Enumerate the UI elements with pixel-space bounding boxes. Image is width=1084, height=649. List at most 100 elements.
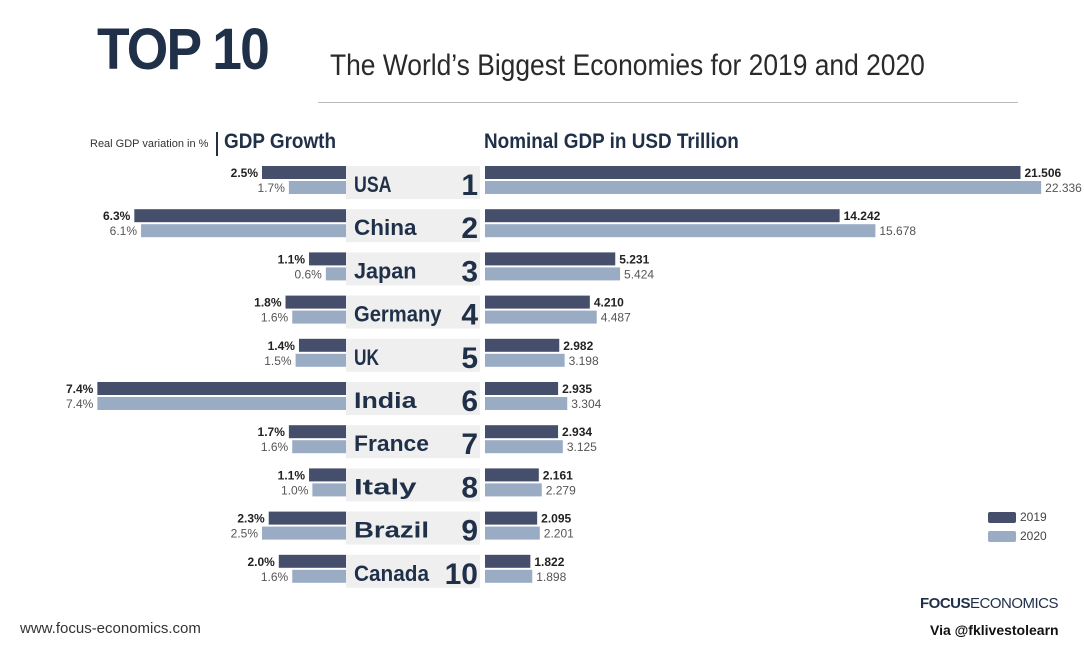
legend-label-2020: 2020 (1020, 529, 1047, 543)
growth-title: GDP Growth (224, 130, 337, 153)
growth-label-2020: 1.6% (261, 570, 289, 584)
gdp-bar-2020 (485, 440, 563, 454)
gdp-bar-2019 (485, 425, 559, 439)
gdp-label-2020: 2.279 (546, 483, 576, 497)
gdp-bar-2020 (485, 526, 540, 540)
gdp-label-2019: 2.934 (562, 425, 592, 439)
gdp-bar-2019 (485, 554, 531, 568)
row-band-1 (346, 166, 480, 199)
growth-label-2020: 7.4% (66, 397, 94, 411)
row-band-7 (346, 425, 480, 459)
row-band-6 (346, 382, 480, 415)
row-band-4 (346, 295, 480, 329)
row-band-3 (346, 252, 480, 286)
growth-bar-2019 (262, 166, 346, 179)
top-title: TOP 10 (97, 17, 270, 82)
rank-label: 10 (445, 558, 478, 591)
growth-bar-2019 (298, 338, 346, 352)
growth-label-2019: 2.0% (247, 555, 275, 569)
growth-bar-2019 (97, 382, 346, 395)
growth-label-2019: 1.8% (254, 296, 282, 310)
growth-label-2020: 1.7% (258, 181, 286, 195)
gdp-label-2019: 1.822 (534, 555, 564, 569)
gdp-bar-2019 (485, 468, 539, 482)
rank-label: 2 (461, 212, 478, 245)
gdp-bar-2020 (485, 569, 533, 583)
growth-label-2020: 1.0% (281, 483, 309, 497)
growth-title-divider (216, 132, 218, 156)
row-band-9 (346, 511, 480, 545)
growth-note: Real GDP variation in % (90, 138, 209, 150)
growth-label-2020: 0.6% (294, 267, 322, 281)
legend-label-2019: 2019 (1020, 510, 1047, 524)
growth-bar-2019 (288, 425, 346, 439)
via-credit: Via @fklivestolearn (924, 621, 1065, 639)
rank-label: 6 (461, 385, 478, 418)
subtitle: The World’s Biggest Economies for 2019 a… (330, 49, 925, 82)
growth-label-2019: 1.7% (258, 425, 286, 439)
gdp-label-2020: 15.678 (879, 224, 916, 238)
country-label: Canada (354, 561, 430, 586)
gdp-label-2019: 5.231 (619, 252, 649, 266)
country-label: Brazil (354, 518, 429, 543)
growth-bar-2020 (292, 310, 346, 324)
growth-bar-2019 (278, 554, 346, 568)
growth-bar-2019 (285, 295, 346, 309)
gdp-bar-2019 (485, 209, 840, 223)
country-label: USA (354, 172, 392, 197)
country-label: UK (354, 345, 379, 370)
growth-label-2019: 1.4% (268, 339, 296, 353)
growth-bar-2020 (312, 483, 346, 497)
growth-bar-2019 (309, 252, 346, 266)
country-label: Japan (354, 258, 417, 283)
gdp-bar-2020 (485, 353, 565, 367)
footer-url[interactable]: www.focus-economics.com (20, 620, 201, 637)
growth-bar-2020 (295, 353, 346, 367)
gdp-title: Nominal GDP in USD Trillion (484, 130, 739, 153)
gdp-label-2019: 2.161 (543, 468, 573, 482)
growth-bar-2020 (325, 267, 346, 281)
growth-bar-2020 (292, 440, 346, 454)
country-label: Italy (354, 474, 418, 499)
rank-label: 9 (461, 515, 478, 548)
gdp-label-2019: 14.242 (844, 209, 881, 223)
growth-label-2020: 1.5% (264, 354, 292, 368)
rank-label: 5 (461, 342, 478, 375)
gdp-bar-2020 (485, 181, 1042, 194)
rank-label: 8 (461, 471, 478, 504)
row-band-5 (346, 338, 480, 372)
gdp-label-2020: 4.487 (601, 311, 631, 325)
growth-label-2019: 6.3% (103, 209, 131, 223)
brand-logo: FOCUSECONOMICS (920, 595, 1059, 612)
growth-label-2020: 1.6% (261, 440, 289, 454)
growth-label-2020: 2.5% (231, 527, 259, 541)
growth-label-2019: 2.5% (231, 166, 259, 180)
rank-label: 1 (461, 169, 478, 202)
growth-label-2019: 7.4% (66, 382, 94, 396)
legend-swatch-2019 (988, 512, 1016, 523)
gdp-label-2020: 2.201 (544, 527, 574, 541)
row-band-2 (346, 209, 480, 243)
legend-swatch-2020 (988, 531, 1016, 542)
gdp-label-2019: 21.506 (1024, 166, 1061, 180)
growth-bar-2020 (262, 526, 346, 540)
country-label: Germany (354, 302, 442, 327)
gdp-bar-2019 (485, 252, 616, 266)
gdp-bar-2019 (485, 338, 560, 352)
growth-bar-2020 (141, 224, 346, 238)
gdp-bar-2020 (485, 267, 621, 281)
growth-label-2020: 6.1% (110, 224, 138, 238)
growth-bar-2020 (292, 569, 346, 583)
growth-label-2019: 1.1% (278, 468, 306, 482)
gdp-bar-2019 (485, 511, 538, 525)
gdp-label-2019: 2.982 (563, 339, 593, 353)
gdp-bar-2019 (485, 295, 590, 309)
growth-label-2019: 2.3% (237, 512, 265, 526)
gdp-label-2019: 2.935 (562, 382, 592, 396)
brand-bold: FOCUS (920, 595, 971, 612)
row-band-10 (346, 554, 480, 588)
growth-label-2020: 1.6% (261, 311, 289, 325)
growth-label-2019: 1.1% (278, 252, 306, 266)
